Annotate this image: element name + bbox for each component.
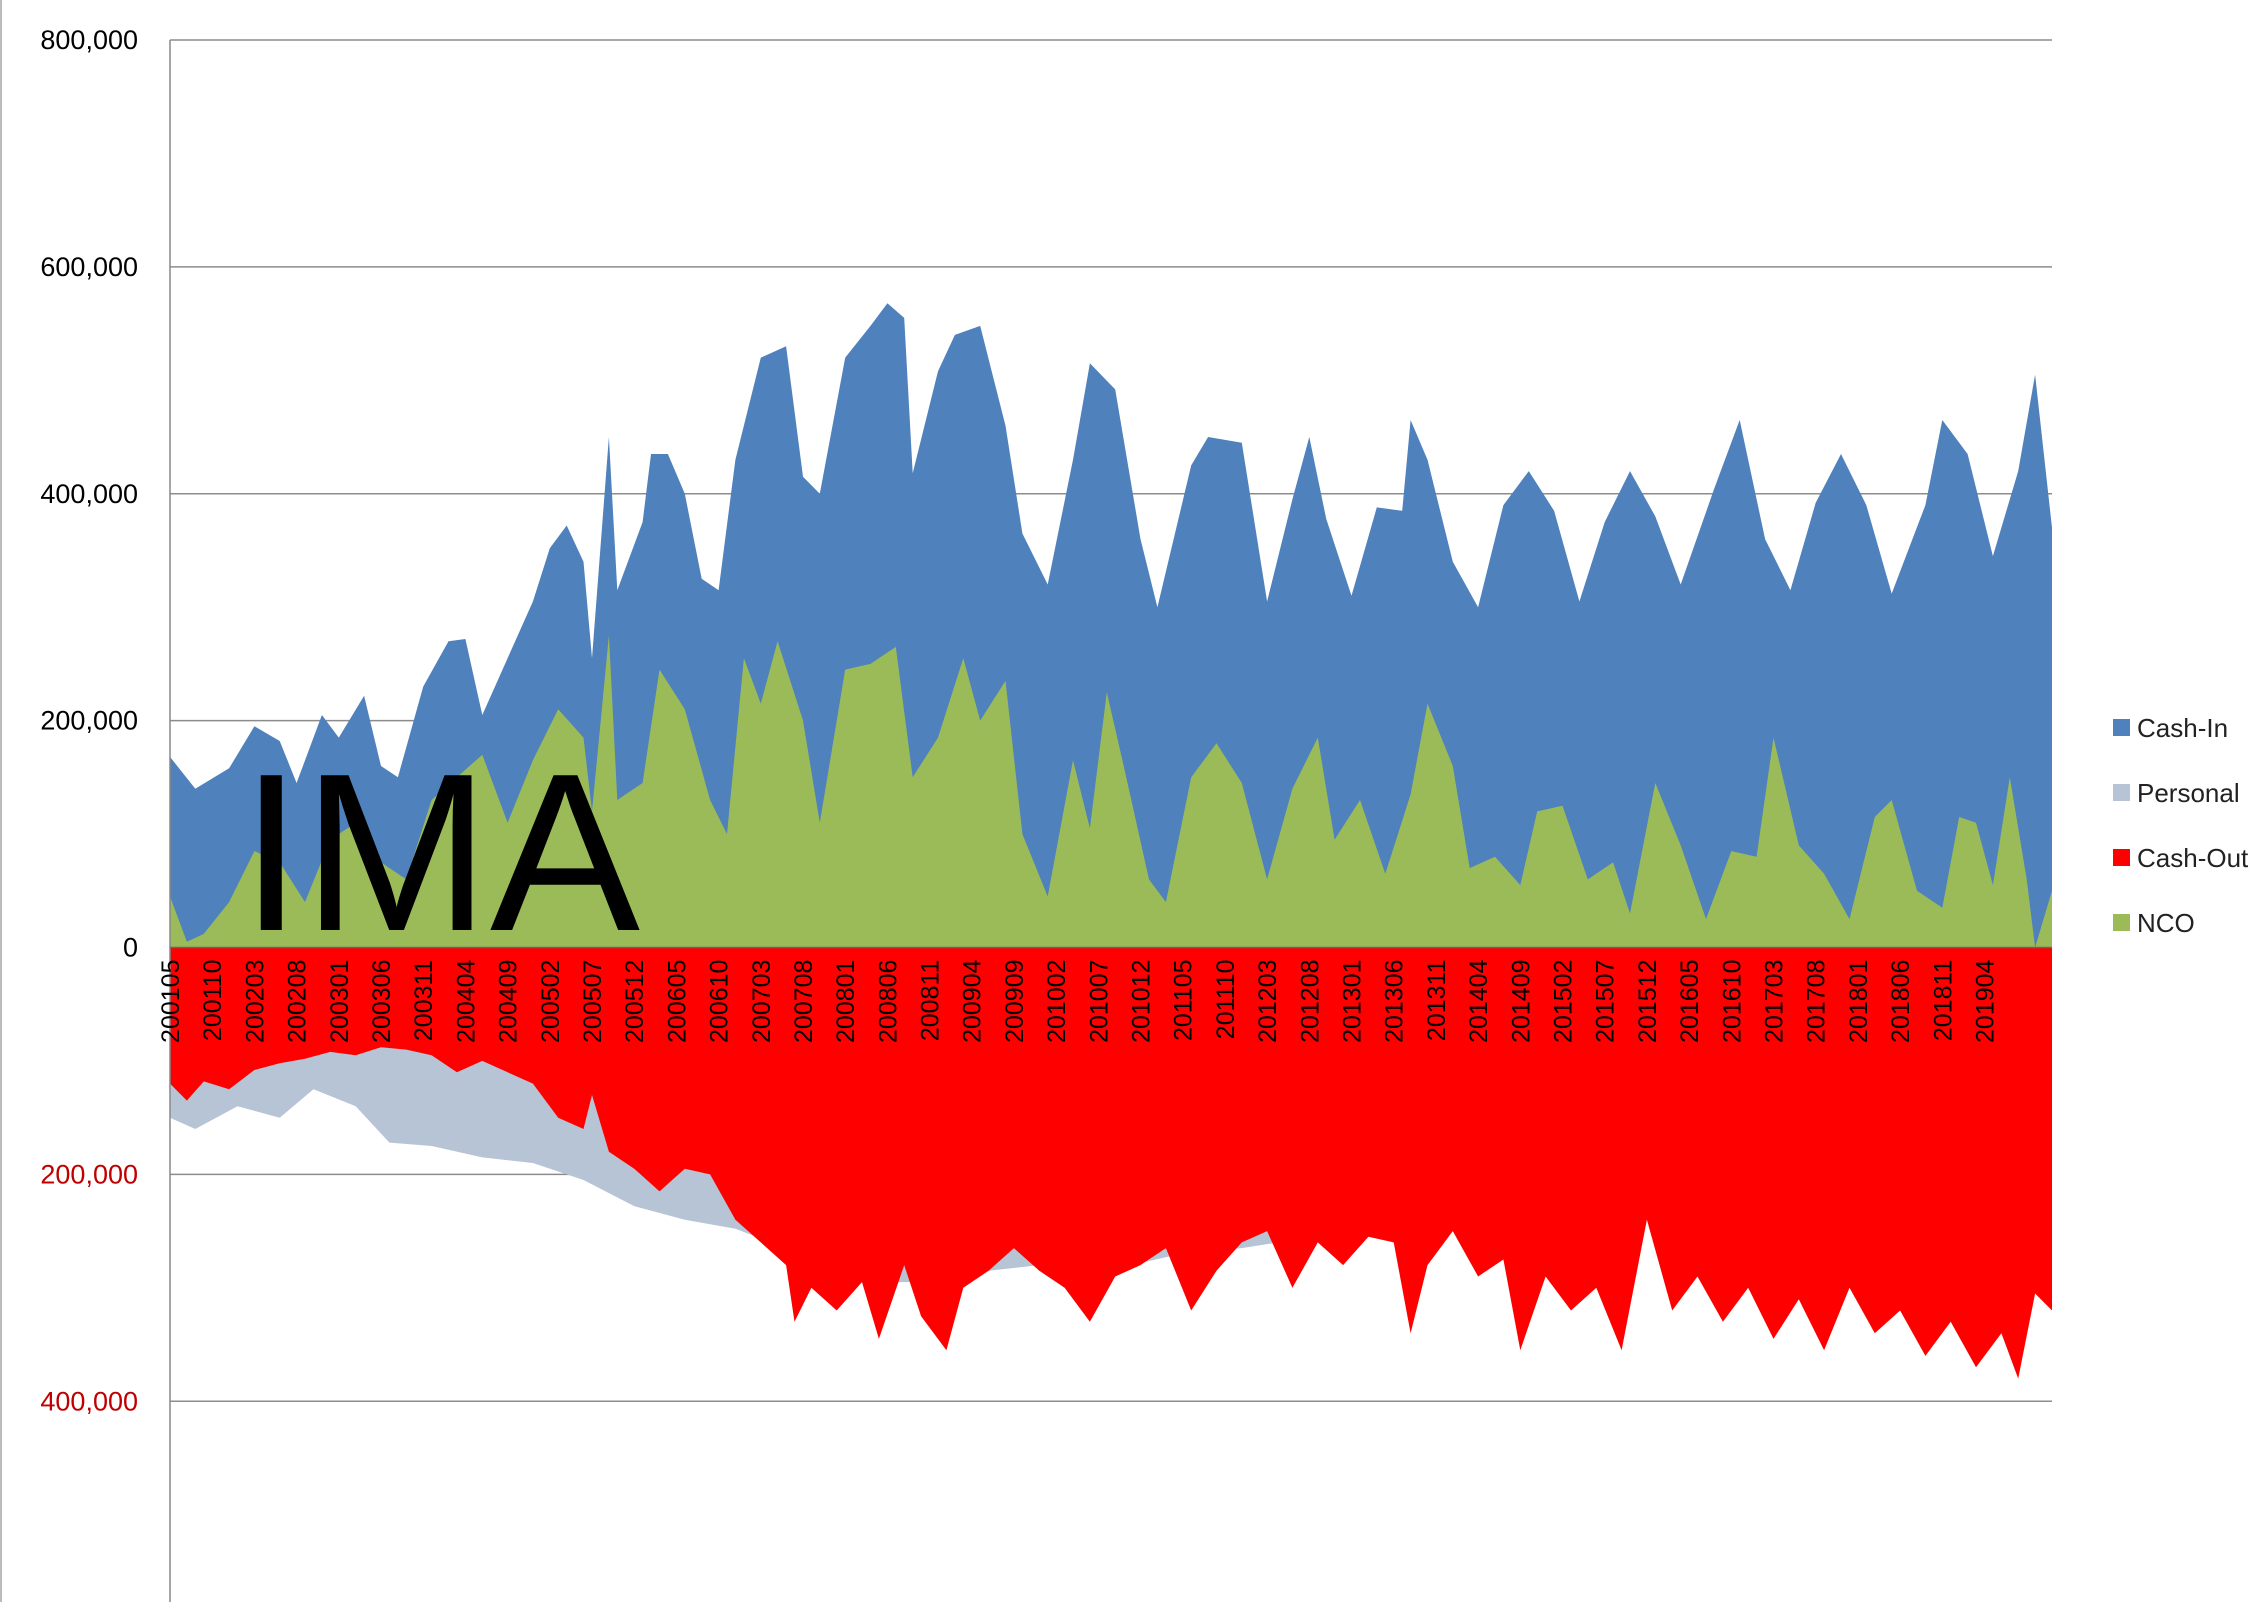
x-tick-label-16: 200801 <box>832 960 860 1043</box>
y-tick-label-0: 800,000 <box>40 25 138 55</box>
x-tick-labels: 200105 200110 200203 200208 200301 200306 2003… <box>157 959 2000 1043</box>
x-tick-label-1: 200110 <box>199 960 227 1042</box>
x-tick-label-9: 200502 <box>537 960 565 1043</box>
y-tick-label-1: 600,000 <box>40 252 138 282</box>
legend: Cash-In Personal Cash-Out NCO <box>2113 713 2249 938</box>
x-tick-label-25: 201110 <box>1212 959 1240 1039</box>
area-series <box>170 303 2052 1379</box>
legend-label-0: Cash-In <box>2137 713 2228 743</box>
x-tick-label-15: 200708 <box>790 960 818 1043</box>
x-tick-label-0: 200105 <box>157 960 185 1043</box>
y-tick-labels: 800,000 600,000 400,000 200,000 0 200,000 400,… <box>40 25 138 1416</box>
axes <box>0 0 2052 1602</box>
x-tick-label-8: 200409 <box>495 960 523 1043</box>
legend-swatch-3 <box>2113 914 2130 931</box>
x-tick-label-23: 201012 <box>1128 959 1156 1042</box>
x-tick-label-35: 201512 <box>1634 959 1662 1042</box>
legend-swatch-1 <box>2113 784 2130 801</box>
legend-label-2: Cash-Out <box>2137 843 2249 873</box>
x-tick-label-34: 201507 <box>1592 959 1620 1042</box>
x-tick-label-37: 201610 <box>1718 959 1746 1042</box>
y-tick-label-2: 400,000 <box>40 479 138 509</box>
x-tick-label-6: 200311 <box>410 960 438 1042</box>
x-tick-label-20: 200909 <box>1001 959 1029 1042</box>
y-tick-label-3: 200,000 <box>40 706 138 736</box>
x-tick-label-28: 201301 <box>1339 959 1367 1042</box>
x-tick-label-11: 200512 <box>621 960 649 1043</box>
y-tick-label-4: 0 <box>123 933 138 963</box>
x-tick-label-2: 200203 <box>241 960 269 1043</box>
legend-label-1: Personal <box>2137 778 2240 808</box>
legend-label-3: NCO <box>2137 908 2195 938</box>
x-tick-label-26: 201203 <box>1254 959 1282 1042</box>
x-tick-label-38: 201703 <box>1761 960 1789 1043</box>
x-tick-label-27: 201208 <box>1296 959 1324 1042</box>
x-tick-label-42: 201811 <box>1929 960 1957 1042</box>
chart-annotation-text: IMA <box>240 726 640 978</box>
y-tick-label-5: 200,000 <box>40 1159 138 1189</box>
x-tick-label-13: 200610 <box>706 960 734 1043</box>
x-tick-label-12: 200605 <box>663 960 691 1043</box>
x-tick-label-43: 201904 <box>1972 959 2000 1043</box>
x-tick-label-21: 201002 <box>1043 959 1071 1042</box>
x-tick-label-22: 201007 <box>1085 959 1113 1042</box>
x-tick-label-17: 200806 <box>874 960 902 1043</box>
x-tick-label-7: 200404 <box>452 959 480 1043</box>
x-tick-label-18: 200811 <box>917 960 945 1042</box>
x-tick-label-33: 201502 <box>1550 959 1578 1042</box>
legend-swatch-0 <box>2113 719 2130 736</box>
x-tick-label-14: 200703 <box>748 960 776 1043</box>
x-tick-label-36: 201605 <box>1676 959 1704 1042</box>
y-tick-label-6: 400,000 <box>40 1386 138 1416</box>
x-tick-label-5: 200306 <box>368 960 396 1043</box>
x-tick-label-3: 200208 <box>284 960 312 1043</box>
x-tick-label-31: 201404 <box>1465 959 1493 1043</box>
x-tick-label-41: 201806 <box>1887 960 1915 1043</box>
x-tick-label-32: 201409 <box>1507 959 1535 1042</box>
x-tick-label-40: 201801 <box>1845 960 1873 1043</box>
x-tick-label-4: 200301 <box>326 960 354 1043</box>
legend-swatch-2 <box>2113 849 2130 866</box>
x-tick-label-19: 200904 <box>959 959 987 1043</box>
x-tick-label-24: 201105 <box>1170 959 1198 1041</box>
area-cash-out <box>170 947 2052 1379</box>
x-tick-label-39: 201708 <box>1803 960 1831 1043</box>
x-tick-label-30: 201311 <box>1423 959 1451 1041</box>
x-tick-label-10: 200507 <box>579 960 607 1043</box>
x-tick-label-29: 201306 <box>1381 959 1409 1042</box>
area-nco <box>170 635 2052 948</box>
